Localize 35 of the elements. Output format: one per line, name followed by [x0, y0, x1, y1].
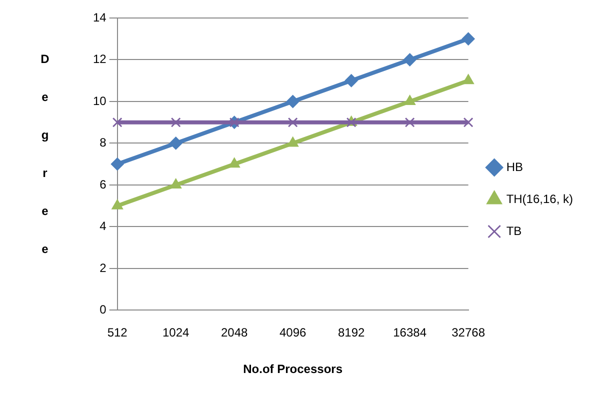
y-tick-label: 8: [100, 136, 107, 150]
legend-label: HB: [506, 160, 523, 174]
x-tick-label: 4096: [279, 326, 306, 340]
point: [170, 117, 181, 128]
point: [228, 158, 240, 168]
point: [112, 117, 122, 128]
point: [463, 117, 474, 128]
y-tick-label: 12: [92, 52, 107, 66]
point: [286, 94, 300, 108]
point: [287, 136, 299, 147]
legend-label: TB: [506, 224, 522, 238]
x-tick-label: 16384: [393, 326, 427, 340]
text: Degree: [40, 52, 50, 256]
point: [462, 74, 474, 84]
point: [344, 74, 358, 88]
x-tick-label: 32768: [452, 326, 486, 340]
y-tick-label: 0: [100, 302, 107, 317]
y-tick-label: 4: [100, 219, 107, 234]
y-tick-label: 14: [92, 10, 107, 24]
y-tick-label: 10: [92, 94, 107, 108]
point: [462, 32, 475, 46]
point: [404, 117, 415, 128]
y-tick-label: 2: [100, 260, 107, 275]
point: [288, 117, 298, 128]
legend-label: TH(16,16, k): [506, 192, 574, 206]
x-axis-title: No.of Processors: [243, 362, 343, 376]
x-tick-label: 1024: [162, 326, 190, 340]
x-tick-label: 2048: [220, 326, 248, 340]
point: [403, 53, 416, 66]
point: [112, 199, 124, 210]
x-tick-label: 512: [107, 326, 128, 340]
y-tick-label: 6: [100, 177, 107, 192]
point: [110, 158, 124, 171]
point: [169, 136, 182, 150]
x-tick-label: 8192: [338, 326, 365, 340]
